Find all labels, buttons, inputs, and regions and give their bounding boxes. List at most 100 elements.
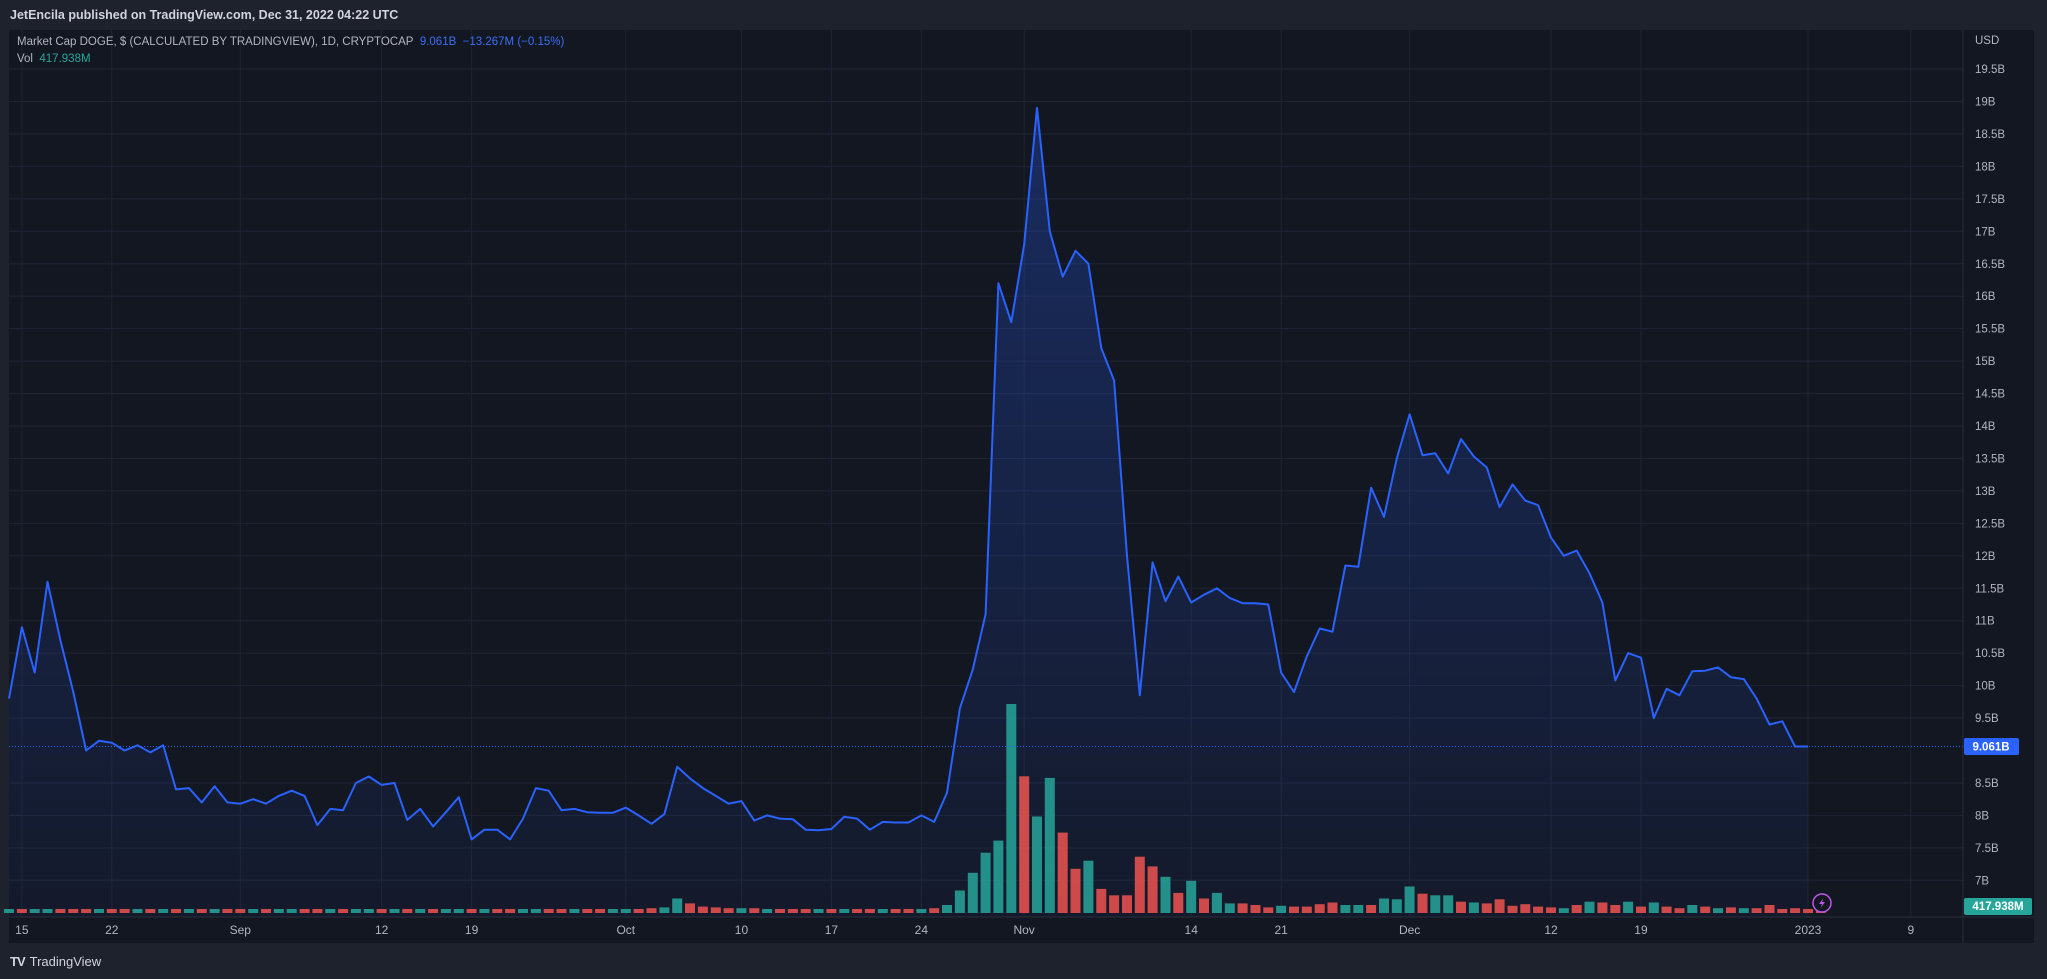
volume-bar [929,908,940,913]
last-price-tag-label: 9.061B [1972,742,2009,754]
volume-bar [993,840,1004,913]
x-tick-label: 9 [1907,923,1914,937]
y-tick-label: 13.5B [1975,453,2005,465]
x-tick-label: Nov [1013,923,1034,937]
volume-bar [132,909,143,913]
volume-bar [1571,905,1582,913]
volume-bar [209,909,220,913]
x-tick-label: 2023 [1795,923,1822,937]
volume-bar [839,909,850,913]
volume-bar [376,909,387,913]
volume-bar [94,909,104,913]
volume-bar [1661,906,1672,913]
publisher-line: JetEncila published on TradingView.com, … [10,8,399,22]
volume-bar [852,909,863,913]
volume-bar [1803,909,1813,913]
legend-last-value: 9.061B [419,36,457,48]
volume-bar [235,909,246,913]
volume-bar [68,909,79,913]
volume-bar [710,907,721,913]
volume-bar [646,908,657,913]
volume-bar [42,909,53,913]
volume-bar [1584,901,1595,913]
y-tick-label: 7B [1975,875,1989,887]
volume-bar [1276,905,1287,913]
volume-bar [1417,893,1428,913]
volume-bar [158,909,169,913]
volume-bar [1700,906,1711,913]
volume-bar [1186,880,1197,913]
volume-bar [826,909,837,913]
y-tick-label: 7.5B [1975,843,1999,855]
x-tick-label: 21 [1274,923,1288,937]
x-tick-label: Sep [230,923,252,937]
volume-bar [1019,776,1030,913]
volume-bar [633,909,644,913]
volume-bar [800,909,811,913]
volume-bar [1327,902,1338,913]
volume-bar [1520,904,1531,913]
y-tick-label: 18B [1975,161,1996,173]
tradingview-logo-icon: TV [10,954,26,969]
volume-bar [1751,908,1762,913]
volume-bar [903,909,914,913]
volume-bar [222,909,233,913]
volume-bar [1790,908,1801,913]
x-tick-label: 10 [735,923,749,937]
volume-bar [171,909,181,913]
volume-bar [428,909,439,913]
volume-bar [261,909,271,913]
volume-bar [942,905,952,913]
x-tick-label: 15 [15,923,29,937]
volume-bar [1713,908,1723,913]
volume-bar [196,909,207,913]
volume-bar [81,909,92,913]
volume-bar [389,909,400,913]
volume-bar [890,909,901,913]
y-tick-label: 10.5B [1975,648,2005,660]
volume-bar [1404,886,1415,913]
volume-bar [338,909,349,913]
legend-volume-row: Vol 417.938M [17,51,564,68]
legend-vol-label[interactable]: Vol [17,53,33,65]
tradingview-brand[interactable]: TV TradingView [10,954,101,969]
volume-bar [1468,902,1479,913]
volume-bar [1391,899,1402,913]
last-price-tag [1964,738,2019,756]
y-tick-label: 11.5B [1975,583,2005,595]
volume-bar [145,909,156,913]
x-tick-label: Dec [1399,923,1420,937]
x-tick-label: 17 [825,923,839,937]
volume-bar [466,909,477,913]
x-tick-label: 12 [1544,923,1558,937]
volume-bar [1610,905,1621,913]
y-tick-label: 19B [1975,97,1996,109]
x-tick-label: 14 [1185,923,1199,937]
x-tick-label: Oct [616,923,635,937]
volume-bar [1032,816,1042,913]
volume-bar [762,909,773,913]
volume-bar [183,909,194,913]
y-tick-label: 13B [1975,486,1996,498]
volume-bar [813,909,824,913]
y-tick-label: 11B [1975,616,1995,628]
volume-bar [1623,901,1634,913]
volume-bar [16,909,27,913]
volume-bar [1481,903,1492,913]
volume-bar [350,909,361,913]
volume-bar [1211,892,1222,913]
volume-bar [607,909,618,913]
volume-bar [1725,907,1736,913]
volume-bar [479,909,490,913]
x-tick-label: 19 [465,923,479,937]
x-tick-label: 19 [1634,923,1648,937]
volume-bar [518,909,528,913]
y-tick-label: 8B [1975,810,1989,822]
volume-bar [697,906,708,913]
volume-bar [1070,868,1081,913]
publisher-bar: JetEncila published on TradingView.com, … [0,0,2047,30]
volume-bar [543,909,554,913]
legend-symbol[interactable]: Market Cap DOGE, $ (CALCULATED BY TRADIN… [17,36,414,48]
y-tick-label: 10B [1975,681,1996,693]
